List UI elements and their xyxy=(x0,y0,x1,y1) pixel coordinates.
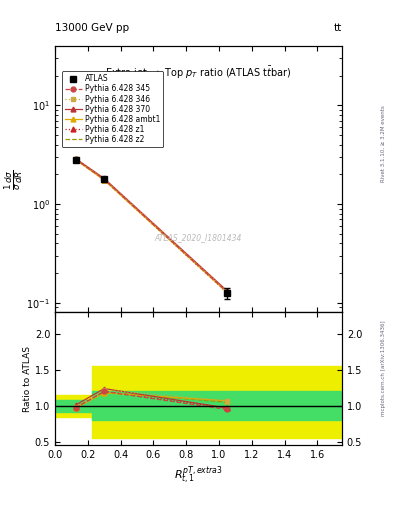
Text: ATLAS_2020_I1801434: ATLAS_2020_I1801434 xyxy=(155,233,242,242)
Text: Extra jet $\rightarrow$ Top $p_T$ ratio (ATLAS t$\bar{t}$bar): Extra jet $\rightarrow$ Top $p_T$ ratio … xyxy=(105,65,292,81)
Text: mcplots.cern.ch [arXiv:1306.3436]: mcplots.cern.ch [arXiv:1306.3436] xyxy=(381,321,386,416)
Text: 13000 GeV pp: 13000 GeV pp xyxy=(55,23,129,33)
Legend: ATLAS, Pythia 6.428 345, Pythia 6.428 346, Pythia 6.428 370, Pythia 6.428 ambt1,: ATLAS, Pythia 6.428 345, Pythia 6.428 34… xyxy=(62,71,163,147)
Y-axis label: Ratio to ATLAS: Ratio to ATLAS xyxy=(23,346,32,412)
Text: Rivet 3.1.10, ≥ 3.2M events: Rivet 3.1.10, ≥ 3.2M events xyxy=(381,105,386,182)
Text: tt: tt xyxy=(334,23,342,33)
X-axis label: $R_{t,1}^{pT,extra3}$: $R_{t,1}^{pT,extra3}$ xyxy=(174,464,223,486)
Y-axis label: $\frac{1}{\sigma}\frac{d\sigma}{dR}$: $\frac{1}{\sigma}\frac{d\sigma}{dR}$ xyxy=(3,169,25,189)
